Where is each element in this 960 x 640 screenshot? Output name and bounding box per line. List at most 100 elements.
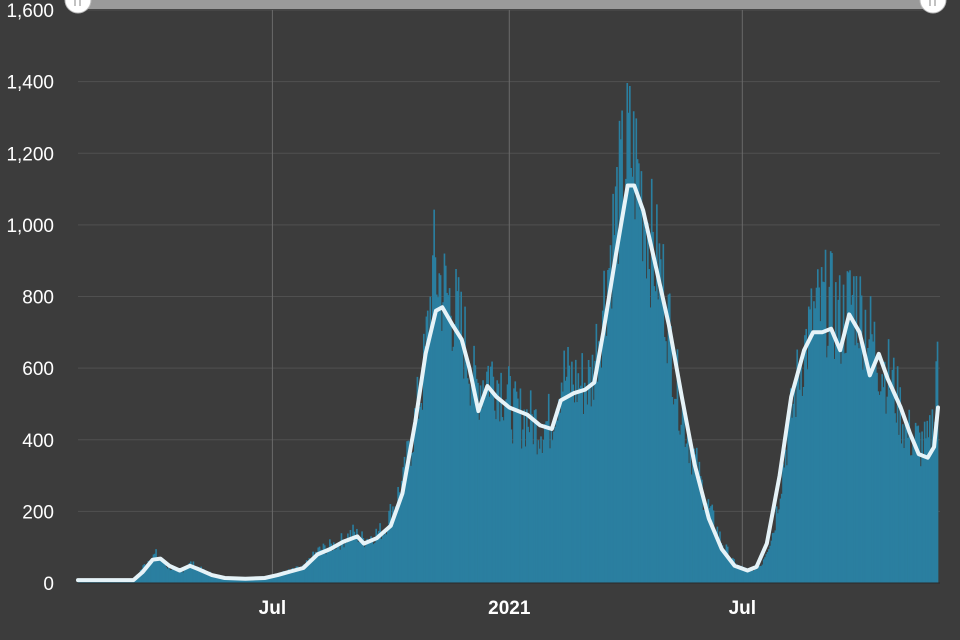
bar — [307, 561, 309, 583]
bar — [488, 396, 491, 583]
bar — [816, 269, 819, 583]
bar — [479, 385, 482, 583]
bar — [420, 403, 423, 583]
bar — [518, 411, 520, 583]
bar — [801, 395, 804, 583]
bar — [459, 330, 461, 583]
bar — [437, 297, 439, 583]
bar — [460, 291, 463, 583]
bar — [713, 530, 716, 583]
bar — [573, 402, 576, 583]
bar — [542, 439, 545, 583]
bar — [600, 367, 603, 583]
bar — [484, 396, 487, 583]
y-tick-label: 400 — [22, 431, 54, 452]
bar — [580, 385, 582, 583]
bar — [352, 524, 354, 583]
bar — [716, 526, 719, 583]
bar — [572, 384, 575, 583]
bar — [184, 568, 187, 583]
bar — [777, 513, 779, 583]
bar — [325, 554, 327, 583]
bar — [384, 528, 387, 583]
bar — [635, 118, 638, 583]
bar — [175, 568, 178, 583]
bar — [583, 382, 586, 583]
bar — [686, 435, 689, 583]
bar — [305, 560, 308, 583]
bar — [681, 406, 684, 583]
scrollbar-track[interactable] — [78, 0, 933, 9]
bar — [923, 421, 926, 583]
bar — [475, 378, 478, 583]
bar — [273, 576, 276, 583]
bar — [379, 523, 381, 583]
bar — [540, 436, 542, 583]
bar — [842, 284, 845, 583]
bar — [428, 342, 430, 583]
bar — [371, 538, 374, 583]
bar — [349, 530, 352, 583]
bar — [274, 576, 277, 583]
bar — [388, 510, 390, 583]
range-scrollbar[interactable] — [64, 0, 947, 14]
bar — [677, 430, 680, 583]
bar — [385, 534, 388, 583]
bar — [554, 426, 556, 583]
bar — [895, 422, 898, 583]
bar — [720, 542, 723, 583]
bar — [890, 388, 893, 583]
y-tick-label: 200 — [22, 502, 54, 523]
bar — [466, 378, 469, 583]
bar — [901, 424, 904, 583]
bar — [810, 288, 813, 583]
bar — [688, 463, 690, 583]
bar — [210, 574, 213, 583]
bar — [202, 568, 205, 583]
bar — [171, 567, 174, 583]
bar — [329, 539, 331, 583]
bar — [618, 120, 621, 583]
scrollbar-right-handle[interactable] — [919, 0, 947, 14]
x-axis-ticks: Jul 2021 Jul — [259, 598, 756, 619]
bar — [506, 384, 509, 583]
bar — [741, 565, 743, 583]
bar — [222, 577, 224, 583]
bar — [426, 310, 429, 583]
bar — [232, 577, 235, 583]
bar — [311, 562, 313, 583]
bar — [529, 390, 532, 583]
bar — [322, 543, 325, 583]
bar — [497, 383, 500, 583]
bar — [423, 333, 425, 583]
bar — [835, 282, 837, 583]
bar — [502, 420, 505, 583]
bar — [155, 549, 157, 583]
bar — [559, 412, 562, 583]
bar — [188, 563, 191, 583]
bar — [815, 287, 818, 583]
bar — [604, 308, 607, 583]
bar — [932, 449, 935, 583]
bar — [168, 565, 170, 583]
bar — [825, 357, 828, 583]
scrollbar-left-handle[interactable] — [64, 0, 92, 14]
bar — [746, 568, 748, 583]
bar — [732, 557, 734, 583]
bar — [623, 199, 626, 583]
bar — [887, 339, 890, 583]
bar — [919, 466, 922, 583]
bar — [354, 536, 357, 583]
bar — [433, 209, 435, 583]
bar — [877, 391, 880, 583]
bar — [760, 565, 762, 583]
bar — [501, 417, 504, 583]
bar — [410, 465, 412, 583]
bar — [365, 545, 367, 583]
bar — [780, 493, 783, 583]
bar — [397, 486, 399, 583]
bar — [547, 393, 550, 583]
bar — [381, 532, 384, 583]
bar — [318, 546, 321, 583]
bar — [442, 302, 444, 583]
